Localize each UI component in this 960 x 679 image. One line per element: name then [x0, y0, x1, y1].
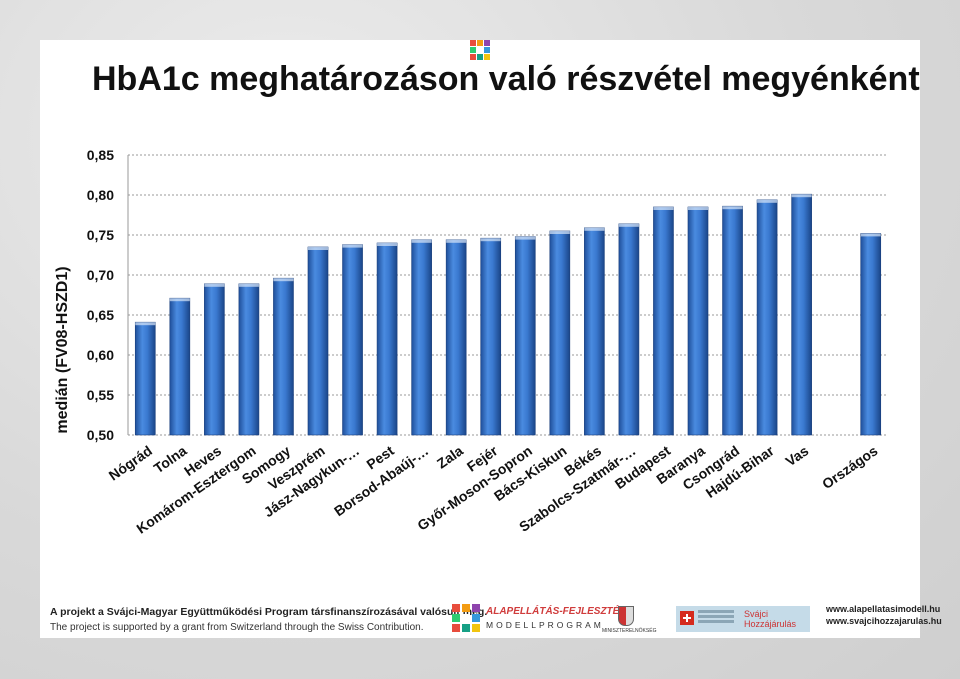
bar-highlight — [307, 247, 329, 250]
swiss-flag-icon — [680, 611, 694, 625]
bar-highlight — [515, 236, 536, 240]
swiss-contribution-logo: Svájci Hozzájárulás — [676, 606, 810, 632]
bar-chart: 0,500,550,600,650,700,750,800,85 NógrádT… — [87, 147, 888, 537]
y-tick-label: 0,50 — [87, 427, 114, 443]
modellprogram-logo-icon — [452, 604, 480, 632]
footer-line-en: The project is supported by a grant from… — [50, 622, 424, 633]
bar — [480, 237, 502, 436]
bar-highlight — [791, 194, 812, 198]
y-tick-label: 0,55 — [87, 387, 114, 403]
bar-highlight — [135, 322, 156, 326]
bar — [618, 223, 640, 436]
y-tick-label: 0,65 — [87, 307, 114, 323]
bar — [238, 283, 260, 436]
bar — [791, 193, 812, 436]
bar — [134, 321, 156, 436]
bar — [376, 242, 398, 436]
bar — [860, 233, 882, 436]
y-tick-label: 0,60 — [87, 347, 114, 363]
bar-highlight — [204, 283, 225, 287]
bar-highlight — [687, 207, 709, 210]
website-link-2[interactable]: www.svajcihozzajarulas.hu — [826, 616, 942, 626]
x-tick-label: Vas — [782, 442, 811, 469]
bar — [204, 283, 225, 436]
bar-highlight — [377, 243, 398, 246]
bar — [411, 239, 432, 436]
page-title: HbA1c meghatározáson való részvétel megy… — [92, 60, 920, 98]
bar — [273, 277, 294, 436]
bar — [549, 230, 571, 436]
footer-line-hu: A projekt a Svájci-Magyar Együttműködési… — [50, 606, 488, 618]
y-tick-label: 0,75 — [87, 227, 114, 243]
bar-highlight — [860, 233, 881, 237]
bar-highlight — [411, 239, 432, 243]
bar-highlight — [238, 283, 259, 287]
y-tick-label: 0,85 — [87, 147, 114, 163]
bar-highlight — [549, 231, 570, 234]
bar — [687, 206, 709, 436]
swiss-brand-1: Svájci — [744, 609, 769, 619]
x-tick-label: Országos — [819, 442, 881, 492]
footer: A projekt a Svájci-Magyar Együttműködési… — [40, 592, 942, 638]
y-axis-label-wrap: medián (FV08-HSZD1) — [46, 245, 80, 455]
bar — [653, 206, 674, 436]
ministry-crest-icon: MINISZTERELNÖKSÉG — [602, 602, 656, 636]
x-tick-label: Zala — [434, 442, 466, 471]
bar-highlight — [653, 207, 674, 210]
bar — [514, 236, 536, 436]
bar — [584, 227, 605, 436]
bar — [342, 244, 363, 436]
program-logo-icon — [470, 40, 492, 62]
bar-highlight — [480, 238, 501, 242]
bar-highlight — [169, 298, 190, 302]
bar-highlight — [584, 227, 605, 231]
y-axis-label: medián (FV08-HSZD1) — [54, 266, 71, 434]
bar-highlight — [342, 244, 363, 248]
bar-highlight — [722, 206, 743, 210]
swiss-brand-2: Hozzájárulás — [744, 619, 797, 629]
bar — [756, 199, 778, 436]
bar — [445, 239, 467, 436]
bar — [722, 205, 743, 436]
bar — [169, 297, 191, 436]
bar-highlight — [618, 223, 639, 227]
program-subtitle: MODELLPROGRAM — [486, 620, 604, 630]
ministry-label: MINISZTERELNÖKSÉG — [602, 628, 657, 634]
program-title: ALAPELLÁTÁS-FEJLESZTÉSI — [486, 606, 629, 617]
x-tick-label: Nógrád — [106, 442, 155, 483]
y-tick-label: 0,80 — [87, 187, 114, 203]
bar-highlight — [273, 278, 294, 282]
y-tick-label: 0,70 — [87, 267, 114, 283]
bar — [307, 246, 329, 436]
bar-highlight — [446, 239, 467, 243]
slide: HbA1c meghatározáson való részvétel megy… — [40, 40, 942, 638]
website-link-1[interactable]: www.alapellatasimodell.hu — [826, 604, 941, 614]
bar-highlight — [757, 199, 778, 203]
